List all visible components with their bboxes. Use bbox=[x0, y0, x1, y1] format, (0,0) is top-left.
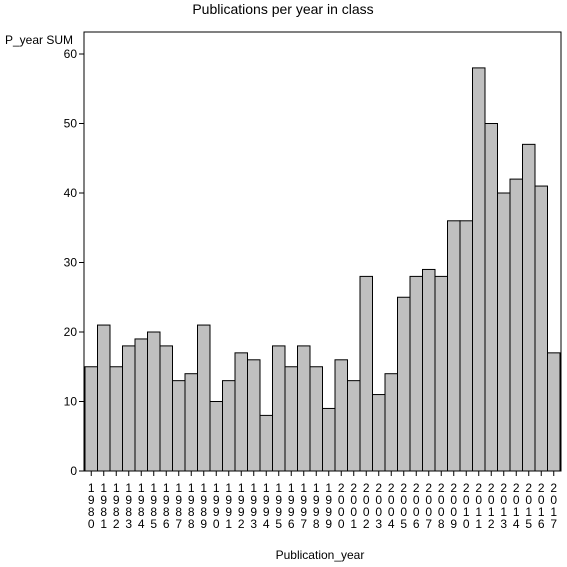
y-tick-label: 0 bbox=[70, 464, 77, 478]
bar-1996 bbox=[284, 366, 298, 472]
bar-1997 bbox=[297, 345, 311, 472]
x-axis-label: Publication_year bbox=[276, 548, 365, 562]
bar-1987 bbox=[172, 380, 186, 472]
bar-1992 bbox=[234, 352, 248, 472]
bar-1999 bbox=[322, 407, 336, 472]
chart-title: Publications per year in class bbox=[192, 1, 373, 17]
bar-1981 bbox=[97, 324, 111, 472]
bar-2008 bbox=[434, 275, 448, 472]
bar-2014 bbox=[509, 178, 523, 472]
bar-2001 bbox=[347, 380, 361, 472]
y-tick-label: 60 bbox=[64, 47, 78, 61]
bar-1988 bbox=[184, 373, 198, 472]
bar-2002 bbox=[359, 275, 373, 472]
bar-1982 bbox=[109, 366, 123, 472]
bar-1993 bbox=[247, 359, 261, 472]
bar-1991 bbox=[222, 380, 236, 472]
bar-2000 bbox=[334, 359, 348, 472]
bar-1984 bbox=[134, 338, 148, 472]
bar-1986 bbox=[159, 345, 173, 472]
bar-2007 bbox=[422, 268, 436, 472]
bar-1983 bbox=[122, 345, 136, 472]
y-axis-ticks: 0 10 20 30 40 50 60 bbox=[64, 47, 84, 478]
bar-1980 bbox=[84, 366, 98, 472]
y-tick-label: 20 bbox=[64, 325, 78, 339]
bar-2009 bbox=[447, 220, 461, 472]
bar-1998 bbox=[309, 366, 323, 472]
bar-2003 bbox=[372, 394, 386, 472]
bars-group bbox=[84, 67, 561, 472]
y-tick-label: 50 bbox=[64, 117, 78, 131]
y-tick-label: 30 bbox=[64, 256, 78, 270]
bar-1990 bbox=[209, 401, 223, 472]
bar-2010 bbox=[459, 220, 473, 472]
bar-2004 bbox=[384, 373, 398, 472]
bar-1989 bbox=[197, 324, 211, 472]
bar-2016 bbox=[534, 185, 548, 472]
bar-2015 bbox=[522, 143, 536, 472]
bar-1985 bbox=[147, 331, 161, 472]
bar-1995 bbox=[272, 345, 286, 472]
bar-2005 bbox=[397, 296, 411, 472]
plot-frame bbox=[83, 31, 562, 472]
bar-2006 bbox=[409, 275, 423, 472]
bar-2012 bbox=[484, 123, 498, 472]
y-tick-label: 40 bbox=[64, 186, 78, 200]
bar-2011 bbox=[472, 67, 486, 472]
y-tick-label: 10 bbox=[64, 395, 78, 409]
x-axis-ticks: 1 9 8 0 1 9 8 1 1 9 8 2 1 9 8 3 1 9 8 4 1 9 8 5 1 9 8 6 1 9 8 7 1 9 8 8 1 9 8 9… bbox=[88, 471, 557, 531]
bar-1994 bbox=[259, 414, 273, 472]
y-axis-label: P_year SUM bbox=[5, 33, 73, 47]
bar-2017 bbox=[547, 352, 561, 472]
bar-2013 bbox=[497, 192, 511, 472]
